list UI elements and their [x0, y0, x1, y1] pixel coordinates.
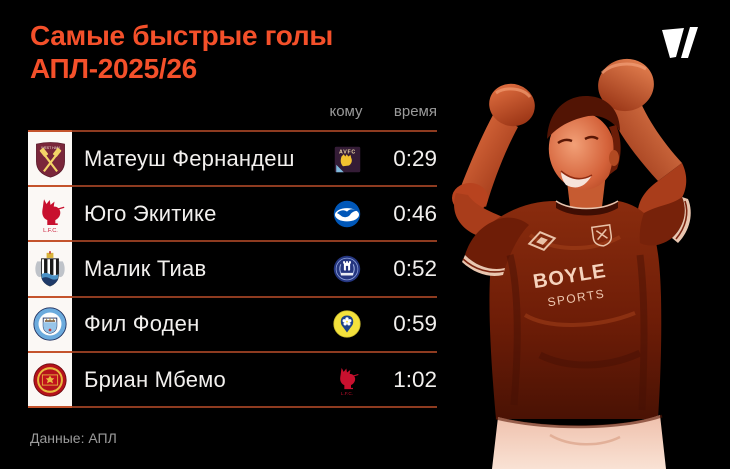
player-shorts [492, 415, 666, 469]
divider [28, 406, 437, 408]
title-line-1: Самые быстрые голы [30, 20, 333, 51]
goal-time: 0:59 [393, 311, 437, 336]
column-header-time: время [393, 103, 437, 120]
player-name: Юго Экитике [84, 201, 217, 226]
aston-villa-badge-icon: AVFC [329, 146, 365, 173]
title-line-2: АПЛ-2025/26 [30, 53, 197, 84]
table-row: Бриан Мбемо L.F.C. 1:02 [28, 353, 437, 407]
table-row: L.F.C. Юго Экитике 0:46 [28, 187, 437, 241]
table-row: Малик Тиав 0:52 [28, 242, 437, 296]
manchester-united-badge-icon [28, 363, 72, 397]
leeds-badge-icon [329, 310, 365, 338]
svg-text:L.F.C.: L.F.C. [43, 228, 58, 233]
player-head [547, 95, 621, 190]
umbro-logo-icon [527, 231, 557, 251]
table-row: WEST HAM Матеуш Фернандеш AVFC 0:29 [28, 132, 437, 186]
player-left-sleeve [465, 217, 529, 269]
player-name: Бриан Мбемо [84, 367, 226, 392]
left-sleeve-cuff [462, 255, 505, 276]
column-header-opponent: кому [329, 103, 363, 120]
player-shirt [489, 201, 662, 419]
divider [28, 351, 437, 353]
table-row: Фил Фоден 0:59 [28, 297, 437, 351]
liverpool-badge-icon: L.F.C. [329, 365, 365, 396]
svg-text:L.F.C.: L.F.C. [341, 391, 353, 396]
divider [28, 130, 437, 132]
newcastle-badge-icon [28, 251, 72, 287]
west-ham-crest-on-shirt-icon [590, 223, 613, 247]
goal-time: 0:46 [393, 201, 437, 226]
svg-text:WEST HAM: WEST HAM [41, 146, 60, 150]
divider [28, 296, 437, 298]
player-name: Малик Тиав [84, 256, 207, 281]
data-source: Данные: АПЛ [30, 430, 117, 446]
page-title: Самые быстрые голы АПЛ-2025/26 [30, 19, 333, 85]
divider [28, 185, 437, 187]
liverpool-badge-icon: L.F.C. [28, 196, 72, 233]
player-right-sleeve [639, 197, 685, 246]
west-ham-badge-icon: WEST HAM [28, 140, 72, 178]
right-sleeve-cuff [672, 197, 691, 243]
brand-w-logo-icon [655, 20, 703, 68]
player-name: Фил Фоден [84, 311, 200, 336]
svg-text:AVFC: AVFC [339, 149, 356, 155]
goal-time: 0:52 [393, 256, 437, 281]
goal-time: 1:02 [393, 367, 437, 392]
brighton-badge-icon [329, 200, 365, 228]
goal-time: 0:29 [393, 146, 437, 171]
player-collar [556, 201, 618, 216]
everton-badge-icon [329, 255, 365, 283]
shirt-folds [506, 254, 648, 411]
celebrating-player-photo: BOYLE SPORTS [430, 55, 730, 469]
divider [28, 240, 437, 242]
player-name: Матеуш Фернандеш [84, 146, 295, 171]
manchester-city-badge-icon [28, 307, 72, 341]
